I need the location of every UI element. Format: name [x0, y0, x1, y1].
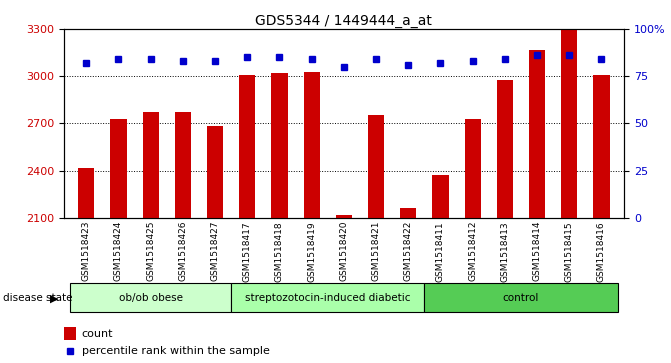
Text: GSM1518422: GSM1518422 — [404, 221, 413, 281]
Bar — [432, 175, 448, 218]
Text: GSM1518427: GSM1518427 — [211, 221, 219, 281]
Text: GSM1518419: GSM1518419 — [307, 221, 316, 282]
Text: count: count — [82, 329, 113, 339]
Bar — [111, 119, 127, 218]
Bar — [368, 115, 384, 218]
Bar — [336, 215, 352, 218]
Bar — [400, 208, 416, 218]
Text: GSM1518421: GSM1518421 — [372, 221, 380, 281]
Text: control: control — [503, 293, 539, 303]
Text: GSM1518424: GSM1518424 — [114, 221, 123, 281]
Text: GSM1518413: GSM1518413 — [501, 221, 509, 282]
Text: GSM1518415: GSM1518415 — [565, 221, 574, 282]
Bar — [561, 30, 577, 218]
Text: GSM1518418: GSM1518418 — [275, 221, 284, 282]
Bar — [175, 113, 191, 218]
Text: GSM1518411: GSM1518411 — [436, 221, 445, 282]
Bar — [424, 283, 617, 312]
Bar — [304, 72, 320, 218]
Bar — [64, 327, 76, 340]
Text: GSM1518412: GSM1518412 — [468, 221, 477, 281]
Text: GSM1518425: GSM1518425 — [146, 221, 155, 281]
Text: GSM1518417: GSM1518417 — [243, 221, 252, 282]
Bar — [593, 75, 609, 218]
Text: GSM1518414: GSM1518414 — [533, 221, 541, 281]
Bar — [143, 113, 159, 218]
Text: GSM1518426: GSM1518426 — [178, 221, 187, 281]
Bar — [464, 119, 480, 218]
Text: ▶: ▶ — [50, 293, 58, 303]
Bar — [497, 80, 513, 218]
Text: GSM1518416: GSM1518416 — [597, 221, 606, 282]
Bar — [231, 283, 424, 312]
Bar — [240, 75, 256, 218]
Text: GSM1518423: GSM1518423 — [82, 221, 91, 281]
Bar — [79, 168, 95, 218]
Text: streptozotocin-induced diabetic: streptozotocin-induced diabetic — [245, 293, 411, 303]
Text: ob/ob obese: ob/ob obese — [119, 293, 183, 303]
Text: GSM1518420: GSM1518420 — [340, 221, 348, 281]
Bar — [207, 126, 223, 218]
Bar — [70, 283, 231, 312]
Bar — [272, 73, 288, 218]
Bar — [529, 50, 545, 218]
Text: disease state: disease state — [3, 293, 73, 303]
Title: GDS5344 / 1449444_a_at: GDS5344 / 1449444_a_at — [256, 14, 432, 28]
Text: percentile rank within the sample: percentile rank within the sample — [82, 346, 270, 356]
